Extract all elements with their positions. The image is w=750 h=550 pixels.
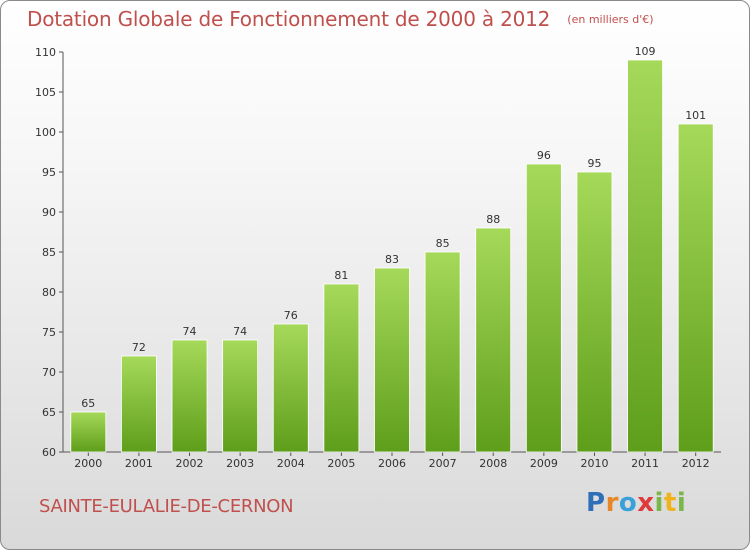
chart-title: Dotation Globale de Fonctionnement de 20…	[27, 7, 551, 31]
x-tick-label: 2005	[327, 457, 355, 470]
bar	[222, 339, 259, 453]
data-label: 65	[81, 397, 95, 410]
x-tick-label: 2002	[176, 457, 204, 470]
x-tick-label: 2000	[74, 457, 102, 470]
y-tick-label: 90	[42, 206, 56, 219]
x-tick-label: 2004	[277, 457, 305, 470]
x-tick-label: 2009	[530, 457, 558, 470]
x-tick-label: 2001	[125, 457, 153, 470]
bar	[323, 283, 360, 453]
bar	[475, 227, 512, 453]
commune-name: SAINTE-EULALIE-DE-CERNON	[39, 496, 294, 517]
chart-title-row: Dotation Globale de Fonctionnement de 20…	[27, 7, 654, 31]
y-tick-label: 70	[42, 366, 56, 379]
logo-letter: x	[637, 488, 655, 518]
logo-letter: P	[586, 488, 606, 518]
logo-letter: o	[618, 488, 638, 518]
x-tick-label: 2003	[226, 457, 254, 470]
data-label: 74	[233, 325, 247, 338]
bar	[121, 355, 157, 453]
x-tick-label: 2007	[429, 457, 457, 470]
logo-letter: t	[663, 488, 677, 518]
y-tick-label: 75	[42, 326, 56, 339]
proxiti-logo: Proxiti	[586, 488, 686, 518]
data-label: 96	[537, 149, 551, 162]
y-tick-label: 65	[42, 406, 56, 419]
data-label: 88	[486, 213, 500, 226]
logo-letter: i	[676, 488, 687, 518]
data-label: 109	[635, 45, 656, 58]
data-label: 76	[284, 309, 298, 322]
y-tick-label: 95	[42, 166, 56, 179]
bar	[576, 171, 613, 453]
x-tick-label: 2011	[631, 457, 659, 470]
data-label: 74	[183, 325, 197, 338]
y-tick-label: 60	[42, 446, 56, 459]
data-label: 95	[587, 157, 601, 170]
x-tick-label: 2008	[479, 457, 507, 470]
logo-letter: i	[654, 488, 664, 518]
y-tick-label: 80	[42, 286, 56, 299]
bar	[627, 59, 663, 453]
data-label: 85	[436, 237, 450, 250]
data-label: 72	[132, 341, 146, 354]
data-label: 83	[385, 253, 399, 266]
bar	[272, 323, 309, 453]
bar	[525, 163, 562, 453]
x-tick-label: 2010	[580, 457, 608, 470]
x-tick-label: 2012	[682, 457, 710, 470]
bar	[374, 267, 410, 453]
bar	[171, 339, 208, 453]
x-tick-label: 2006	[378, 457, 406, 470]
bar	[70, 411, 107, 453]
y-tick-label: 100	[35, 126, 56, 139]
y-tick-label: 110	[35, 46, 56, 59]
data-label: 101	[685, 109, 706, 122]
y-tick-label: 85	[42, 246, 56, 259]
chart-unit: (en milliers d'€)	[567, 13, 654, 26]
bar	[424, 251, 461, 453]
logo-letter: r	[605, 488, 619, 518]
data-label: 81	[334, 269, 348, 282]
y-tick-label: 105	[35, 86, 56, 99]
bar	[677, 123, 714, 453]
